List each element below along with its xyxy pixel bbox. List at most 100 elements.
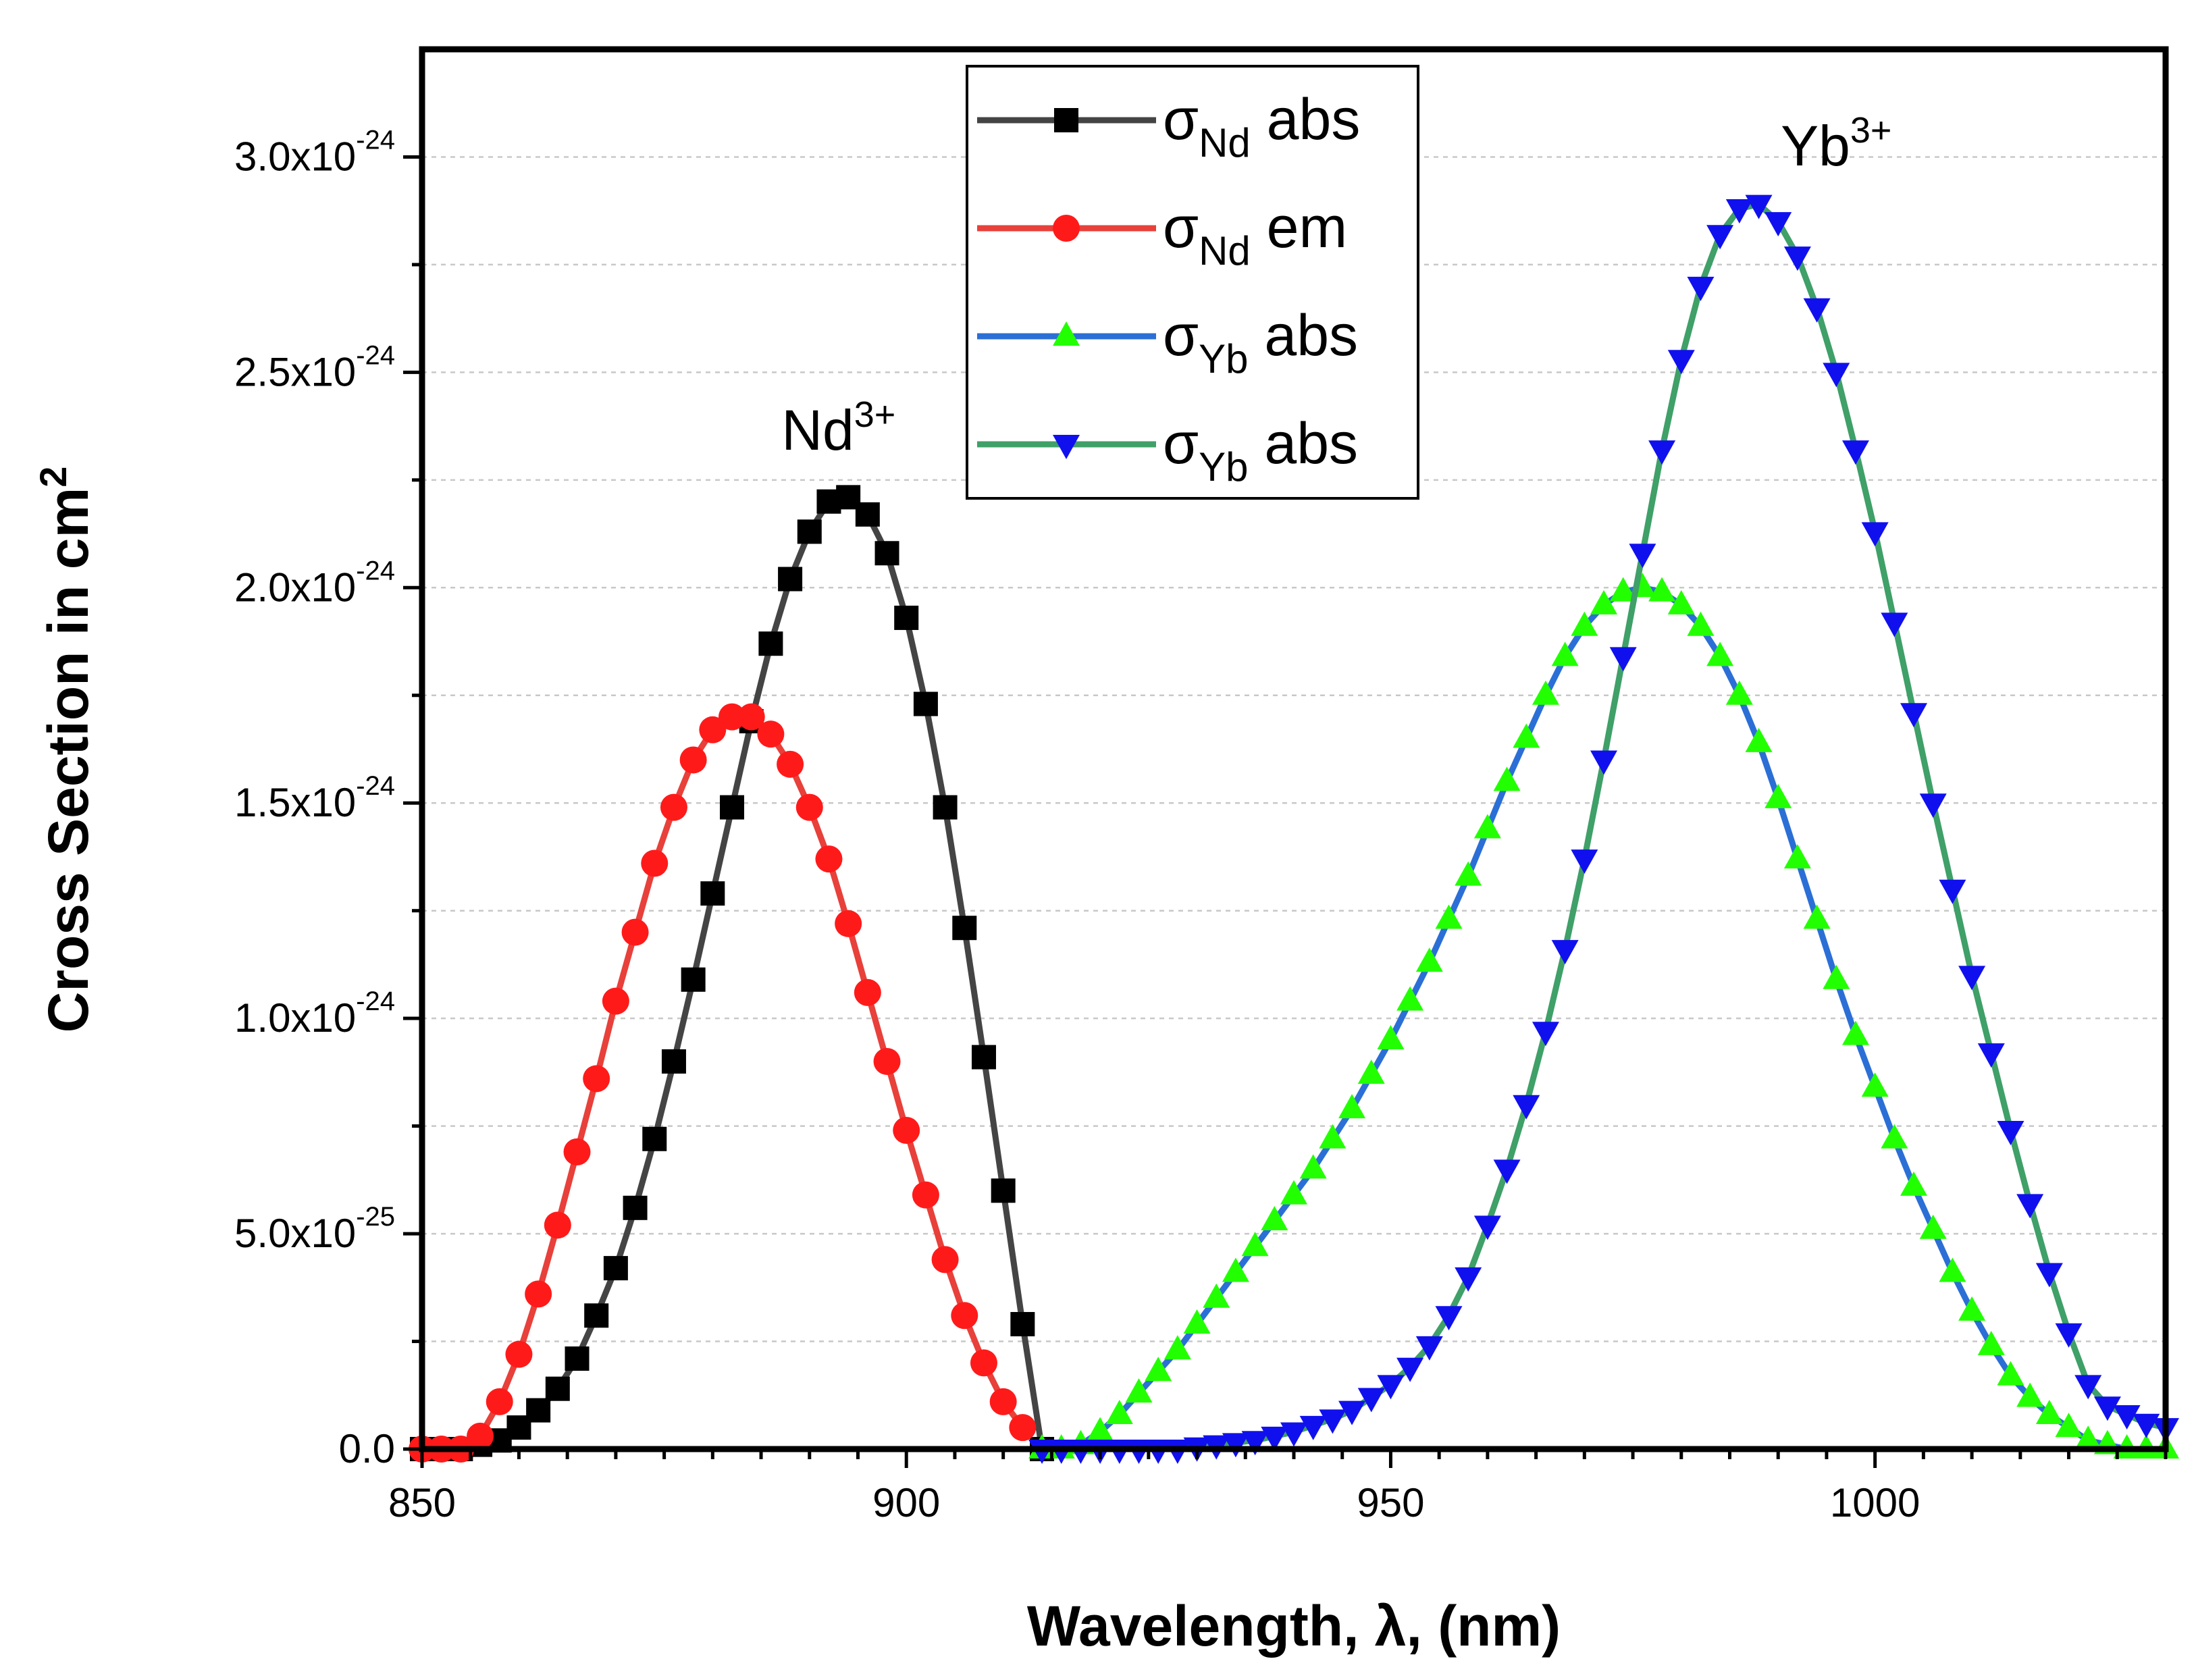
marker-triangle-up <box>1609 577 1637 602</box>
y-tick-exponent: -24 <box>356 340 395 370</box>
marker-square <box>700 881 725 906</box>
marker-triangle-up <box>1745 727 1773 752</box>
legend-symbol: σ <box>1163 411 1199 476</box>
marker-circle <box>777 750 804 778</box>
marker-circle <box>1053 215 1080 242</box>
marker-triangle-down <box>1473 1215 1501 1240</box>
marker-circle <box>660 793 687 821</box>
marker-square <box>933 795 958 820</box>
marker-square <box>778 567 803 592</box>
marker-circle <box>795 793 823 821</box>
marker-triangle-up <box>1203 1283 1230 1308</box>
marker-triangle-down <box>1881 612 1908 637</box>
marker-triangle-up <box>1861 1072 1889 1097</box>
y-tick-mantissa: 3.0x10 <box>234 134 356 179</box>
marker-square <box>991 1178 1016 1203</box>
x-tick-label: 950 <box>1357 1480 1424 1525</box>
marker-triangle-up <box>1841 1020 1869 1045</box>
marker-triangle-up <box>1241 1232 1269 1257</box>
marker-triangle-down <box>1648 440 1676 465</box>
marker-triangle-up <box>1648 577 1676 602</box>
marker-triangle-down <box>1590 750 1618 775</box>
marker-triangle-down <box>1764 212 1792 237</box>
legend-label: σYb abs <box>1163 411 1358 490</box>
marker-triangle-down <box>1299 1415 1327 1440</box>
ticks <box>403 155 2168 1468</box>
marker-triangle-up <box>1667 589 1695 614</box>
marker-square <box>971 1045 996 1070</box>
peak-annotation-base: Yb <box>1781 114 1850 178</box>
marker-triangle-up <box>1532 680 1559 705</box>
marker-triangle-up <box>1473 814 1501 839</box>
marker-triangle-up <box>1958 1296 1986 1321</box>
marker-circle <box>815 845 843 873</box>
marker-triangle-down <box>1280 1422 1307 1447</box>
marker-triangle-down <box>1222 1433 1249 1458</box>
marker-circle <box>563 1138 591 1165</box>
legend-item: σNd em <box>977 195 1347 273</box>
marker-triangle-down <box>2035 1263 2063 1288</box>
marker-triangle-up <box>1183 1309 1211 1334</box>
marker-triangle-up <box>1435 904 1463 929</box>
marker-triangle-up <box>1280 1180 1307 1205</box>
marker-square <box>603 1256 628 1281</box>
marker-triangle-up <box>1590 589 1618 614</box>
marker-triangle-up <box>1919 1214 1947 1239</box>
marker-circle <box>467 1422 494 1450</box>
marker-circle <box>873 1047 901 1075</box>
marker-triangle-down <box>1435 1306 1463 1331</box>
marker-triangle-down <box>1609 647 1637 672</box>
marker-triangle-up <box>1725 680 1753 705</box>
peak-annotation-sup: 3+ <box>854 394 896 435</box>
marker-circle <box>641 849 669 877</box>
marker-triangle-down <box>1861 522 1889 547</box>
y-tick-label: 3.0x10-24 <box>234 125 395 179</box>
marker-square <box>545 1376 570 1401</box>
legend-subscript: Nd <box>1199 120 1251 165</box>
marker-triangle-down <box>1319 1409 1347 1434</box>
marker-triangle-up <box>1377 1025 1405 1050</box>
marker-triangle-down <box>1687 276 1715 301</box>
tick-labels: 850 900 950 10000.05.0x10-251.0x10-241.5x10… <box>234 125 1920 1525</box>
marker-triangle-up <box>1977 1330 2005 1355</box>
marker-circle <box>718 703 746 731</box>
marker-triangle-down <box>1493 1159 1521 1184</box>
marker-triangle-down <box>2113 1405 2141 1429</box>
y-tick-mantissa: 0.0 <box>339 1426 395 1471</box>
annotations: Nd3+Yb3+ <box>781 110 1891 462</box>
marker-square <box>855 502 880 527</box>
y-tick-label: 2.0x10-24 <box>234 556 395 610</box>
marker-square <box>797 519 822 544</box>
marker-triangle-down <box>1357 1388 1385 1413</box>
marker-square <box>681 967 706 992</box>
marker-circle <box>912 1181 939 1209</box>
marker-square <box>584 1303 609 1328</box>
peak-annotation-sup: 3+ <box>1850 110 1892 151</box>
marker-triangle-down <box>1455 1267 1482 1292</box>
marker-square <box>661 1049 686 1074</box>
marker-circle <box>505 1340 533 1368</box>
marker-triangle-down <box>1629 544 1656 569</box>
y-tick-exponent: -24 <box>356 771 395 801</box>
marker-triangle-up <box>2055 1413 2083 1438</box>
marker-triangle-down <box>2055 1323 2083 1348</box>
marker-square <box>1054 108 1078 132</box>
marker-circle <box>583 1065 610 1093</box>
marker-circle <box>1009 1414 1037 1442</box>
marker-triangle-up <box>1900 1171 1928 1196</box>
marker-triangle-down <box>1261 1426 1288 1451</box>
y-tick-mantissa: 5.0x10 <box>234 1211 356 1256</box>
marker-triangle-down <box>1241 1431 1269 1456</box>
marker-triangle-down <box>1939 879 1966 904</box>
marker-triangle-up <box>1338 1094 1366 1119</box>
marker-triangle-up <box>1105 1399 1133 1424</box>
marker-square <box>894 605 919 630</box>
x-axis-title: Wavelength, λ, (nm) <box>1027 1594 1561 1658</box>
marker-triangle-down <box>1396 1357 1424 1382</box>
marker-square <box>1010 1312 1035 1337</box>
marker-triangle-down <box>1571 849 1598 874</box>
legend-symbol: σ <box>1163 303 1199 368</box>
marker-triangle-up <box>1222 1257 1249 1282</box>
marker-triangle-up <box>1261 1205 1288 1230</box>
